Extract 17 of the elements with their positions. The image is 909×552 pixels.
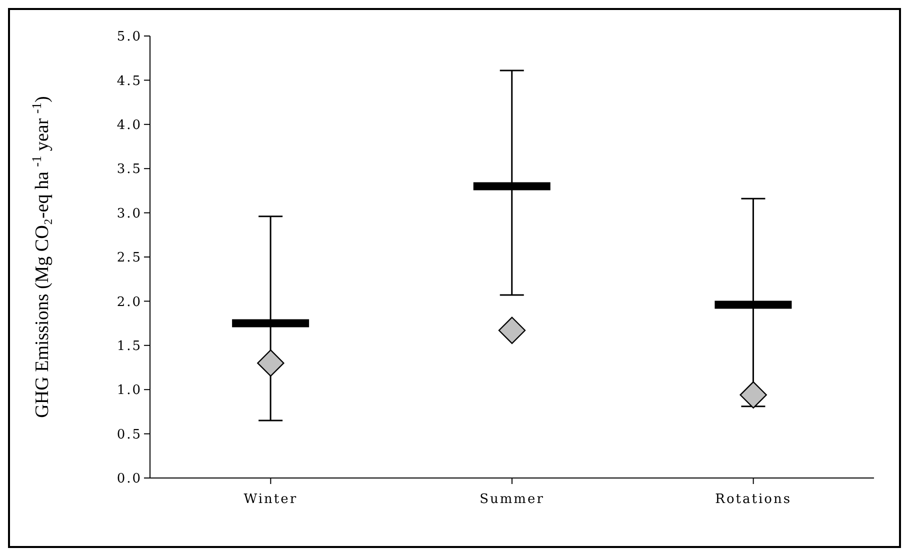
y-tick-label: 2.0 (116, 294, 142, 310)
x-tick-label: Rotations (715, 492, 792, 508)
y-tick-label: 3.5 (116, 162, 142, 178)
y-tick-label: 4.5 (116, 74, 142, 89)
x-tick-label: Winter (244, 492, 298, 508)
point (498, 316, 526, 344)
y-tick-label: 0.0 (116, 472, 142, 487)
point (257, 349, 284, 377)
y-tick-label: 2.5 (116, 250, 142, 266)
y-tick-label: 5.0 (116, 30, 142, 45)
y-tick-label: 1.0 (116, 383, 142, 398)
x-tick-label: Summer (480, 492, 544, 508)
point (740, 381, 767, 409)
y-tick-label: 0.5 (116, 427, 142, 442)
y-tick-label: 3.0 (116, 206, 142, 222)
y-tick-label: 1.5 (116, 339, 142, 354)
y-tick-label: 4.0 (116, 118, 142, 134)
